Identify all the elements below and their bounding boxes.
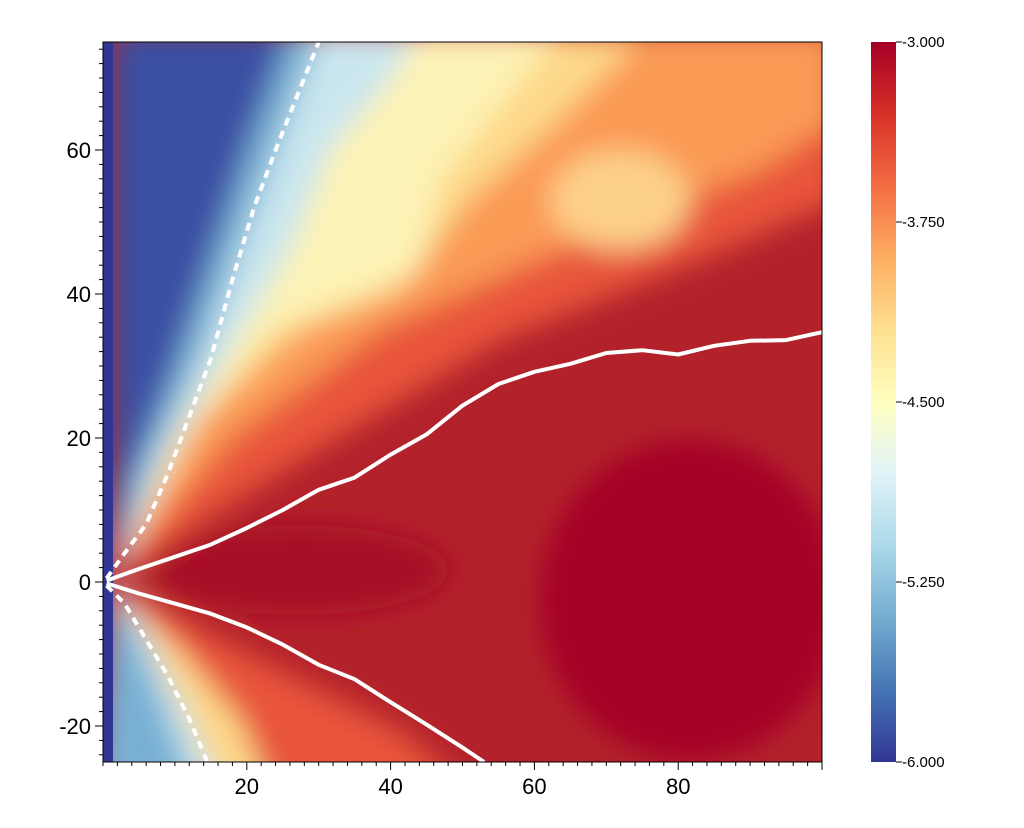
y-tick-label: 0 [79,570,91,595]
field-core-darkred [150,525,450,615]
colorbar-tick-label: -4.500 [902,394,945,411]
contour-lines [104,42,822,762]
colorbar-tick-label: -3.000 [902,34,945,51]
colorbar-ticks: -3.000 -3.750 -4.500 -5.250 -6.000 [896,34,945,771]
y-tick-label: 20 [67,426,91,451]
field-upper-darkblue [112,42,286,580]
y-tick-label: -20 [59,714,91,739]
colorbar-tick-label: -5.250 [902,574,945,591]
x-tick-label: 80 [666,774,690,799]
polar-axis-strip [103,42,113,762]
x-tick-label: 20 [235,774,259,799]
y-tick-label: 40 [67,282,91,307]
heatmap-field [103,42,822,762]
axis-ticks [95,48,823,770]
contour-line-4-dashed [105,584,210,762]
field-outer-darkred [540,440,822,760]
field-lightblob [550,150,690,250]
colorbar-tick-label: -6.000 [902,754,945,771]
y-tick-label: 60 [67,138,91,163]
x-tick-label: 40 [378,774,402,799]
colorbar-tick-label: -3.750 [902,214,945,231]
heatmap-area [103,42,822,762]
colorbar [871,42,896,762]
axis-tick-labels: 20 40 60 80 -20 0 20 40 60 [59,138,690,799]
field-lower-midblue [103,582,185,762]
contour-line-2-solid [106,581,486,762]
contour-line-1-solid [105,330,822,583]
x-tick-label: 60 [522,774,546,799]
contour-line-3-dashed [104,42,321,580]
